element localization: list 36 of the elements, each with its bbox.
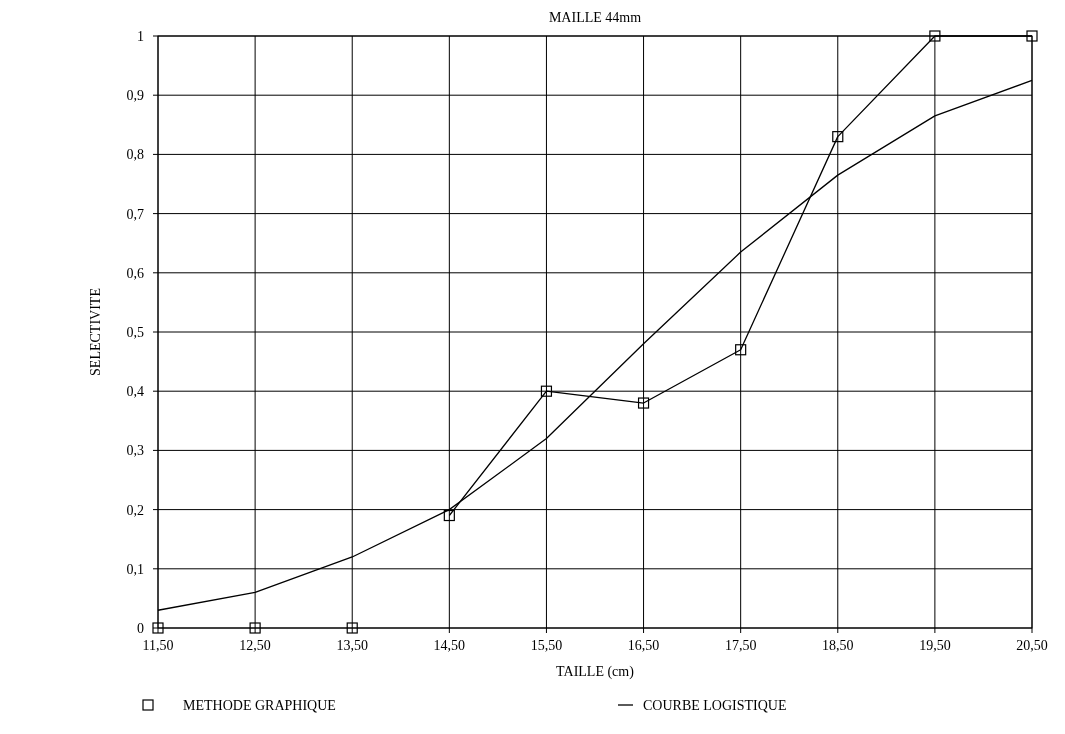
x-tick-label: 11,50 xyxy=(142,638,174,653)
x-tick-label: 13,50 xyxy=(336,638,368,653)
y-tick-label: 0,5 xyxy=(126,325,144,340)
x-tick-label: 14,50 xyxy=(433,638,466,653)
y-tick-label: 0 xyxy=(137,621,144,636)
point xyxy=(540,385,553,397)
x-tick-label: 18,50 xyxy=(822,638,854,653)
y-tick-label: 0,9 xyxy=(126,88,144,104)
legend-label: COURBE LOGISTIQUE xyxy=(643,698,787,713)
y-tick-label: 1 xyxy=(137,29,144,44)
y-tick-label: 0,7 xyxy=(126,206,144,222)
point xyxy=(443,509,455,522)
point xyxy=(152,622,164,634)
y-tick-label: 0,6 xyxy=(126,265,144,281)
point xyxy=(1026,30,1038,42)
legend-label: METHODE GRAPHIQUE xyxy=(183,698,336,713)
point xyxy=(929,30,941,42)
y-tick-label: 0,3 xyxy=(126,443,144,459)
y-tick-label: 0,1 xyxy=(126,561,144,577)
point xyxy=(249,622,261,634)
y-tick-label: 0,8 xyxy=(126,147,144,163)
y-axis-title: SELECTIVITE xyxy=(88,288,103,376)
x-tick-label: 16,50 xyxy=(627,638,660,653)
chart-title: MAILLE 44mm xyxy=(548,10,642,25)
x-axis-title: TAILLE (cm) xyxy=(556,664,635,680)
point xyxy=(832,131,844,143)
point xyxy=(637,397,650,409)
x-tick-label: 19,50 xyxy=(919,638,951,653)
x-tick-label: 12,50 xyxy=(239,638,271,653)
point xyxy=(735,344,747,356)
point xyxy=(346,622,358,634)
y-tick-label: 0,4 xyxy=(126,384,144,400)
x-tick-label: 15,50 xyxy=(530,638,563,653)
y-tick-label: 0,2 xyxy=(126,502,144,518)
x-tick-label: 20,50 xyxy=(1016,638,1048,653)
x-tick-label: 17,50 xyxy=(724,638,757,653)
